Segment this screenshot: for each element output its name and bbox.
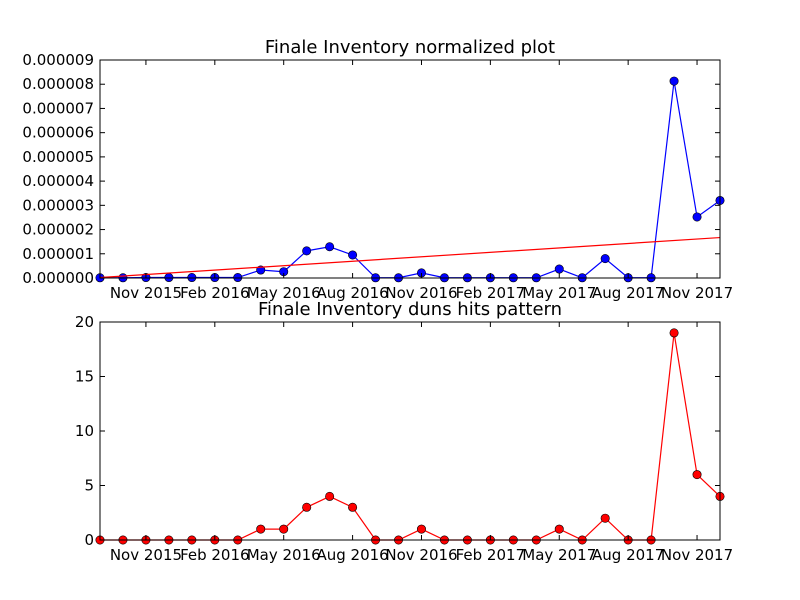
duns-hits-point-22 <box>600 513 610 523</box>
duns-hits-y-tick-label: 15 <box>75 368 94 386</box>
normalized-plot-point-20 <box>554 264 564 274</box>
duns-hits-y-tick-label: 5 <box>84 477 94 495</box>
normalized-plot-point-10 <box>325 242 335 252</box>
duns-hits-x-tick-label: May 2016 <box>247 546 321 564</box>
duns-hits-x-tick-label: Nov 2017 <box>661 546 733 564</box>
normalized-plot-y-axis: 0.000000 0.000001 0.000002 0.000003 0.000004… <box>22 51 720 287</box>
duns-hits-point-26 <box>692 470 702 480</box>
normalized-plot-x-tick-label: Feb 2017 <box>456 284 526 302</box>
normalized-plot-series-1-line <box>99 236 721 279</box>
duns-hits-point-14 <box>416 524 426 534</box>
duns-hits-x-tick-label: Aug 2017 <box>592 546 664 564</box>
normalized-plot-x-tick-label: Aug 2017 <box>592 284 664 302</box>
normalized-plot-point-22 <box>600 254 610 264</box>
normalized-plot-title: Finale Inventory normalized plot <box>265 37 555 58</box>
normalized-plot-point-11 <box>348 250 358 260</box>
duns-hits-point-9 <box>302 502 312 512</box>
normalized-plot-x-tick-label: Aug 2016 <box>316 284 388 302</box>
normalized-plot-y-tick-label: 0.000008 <box>22 75 94 93</box>
normalized-plot-y-tick-label: 0.000001 <box>22 245 94 263</box>
normalized-plot-panel: Finale Inventory normalized plot Nov 201… <box>22 37 733 302</box>
normalized-plot-x-tick-label: Nov 2015 <box>110 284 182 302</box>
normalized-plot-point-9 <box>302 246 312 256</box>
normalized-plot-y-tick-label: 0.000002 <box>22 221 94 239</box>
duns-hits-y-tick-label: 20 <box>75 313 94 331</box>
normalized-plot-y-tick-label: 0.000009 <box>22 51 94 69</box>
normalized-plot-point-25 <box>669 76 679 86</box>
duns-hits-panel: Finale Inventory duns hits pattern Nov 2… <box>75 299 733 564</box>
duns-hits-x-tick-label: Aug 2016 <box>316 546 388 564</box>
duns-hits-title: Finale Inventory duns hits pattern <box>258 299 562 320</box>
duns-hits-x-tick-label: Feb 2017 <box>456 546 526 564</box>
duns-hits-y-axis: 0 5 10 15 20 <box>75 313 720 549</box>
normalized-plot-y-tick-label: 0.000005 <box>22 148 94 166</box>
duns-hits-point-10 <box>325 491 335 501</box>
duns-hits-x-tick-label: May 2017 <box>522 546 596 564</box>
duns-hits-point-20 <box>554 524 564 534</box>
normalized-plot-x-tick-label: Feb 2016 <box>180 284 250 302</box>
normalized-plot-point-26 <box>692 212 702 222</box>
duns-hits-point-8 <box>279 524 289 534</box>
normalized-plot-x-tick-label: May 2017 <box>522 284 596 302</box>
duns-hits-x-tick-label: Feb 2016 <box>180 546 250 564</box>
duns-hits-series <box>95 328 725 545</box>
duns-hits-y-tick-label: 0 <box>84 531 94 549</box>
duns-hits-x-tick-label: Nov 2016 <box>385 546 457 564</box>
normalized-plot-y-tick-label: 0.000007 <box>22 99 94 117</box>
duns-hits-point-25 <box>669 328 679 338</box>
duns-hits-y-tick-label: 10 <box>75 422 94 440</box>
duns-hits-point-11 <box>348 502 358 512</box>
normalized-plot-y-tick-label: 0.000003 <box>22 196 94 214</box>
normalized-plot-x-tick-label: May 2016 <box>247 284 321 302</box>
normalized-plot-x-tick-label: Nov 2017 <box>661 284 733 302</box>
normalized-plot-point-7 <box>256 265 266 275</box>
duns-hits-point-7 <box>256 524 266 534</box>
normalized-plot-y-tick-label: 0.000006 <box>22 124 94 142</box>
normalized-plot-axes-frame <box>99 59 721 279</box>
normalized-plot-x-tick-label: Nov 2016 <box>385 284 457 302</box>
normalized-plot-y-tick-label: 0.000000 <box>22 269 94 287</box>
duns-hits-x-tick-label: Nov 2015 <box>110 546 182 564</box>
normalized-plot-y-tick-label: 0.000004 <box>22 172 94 190</box>
